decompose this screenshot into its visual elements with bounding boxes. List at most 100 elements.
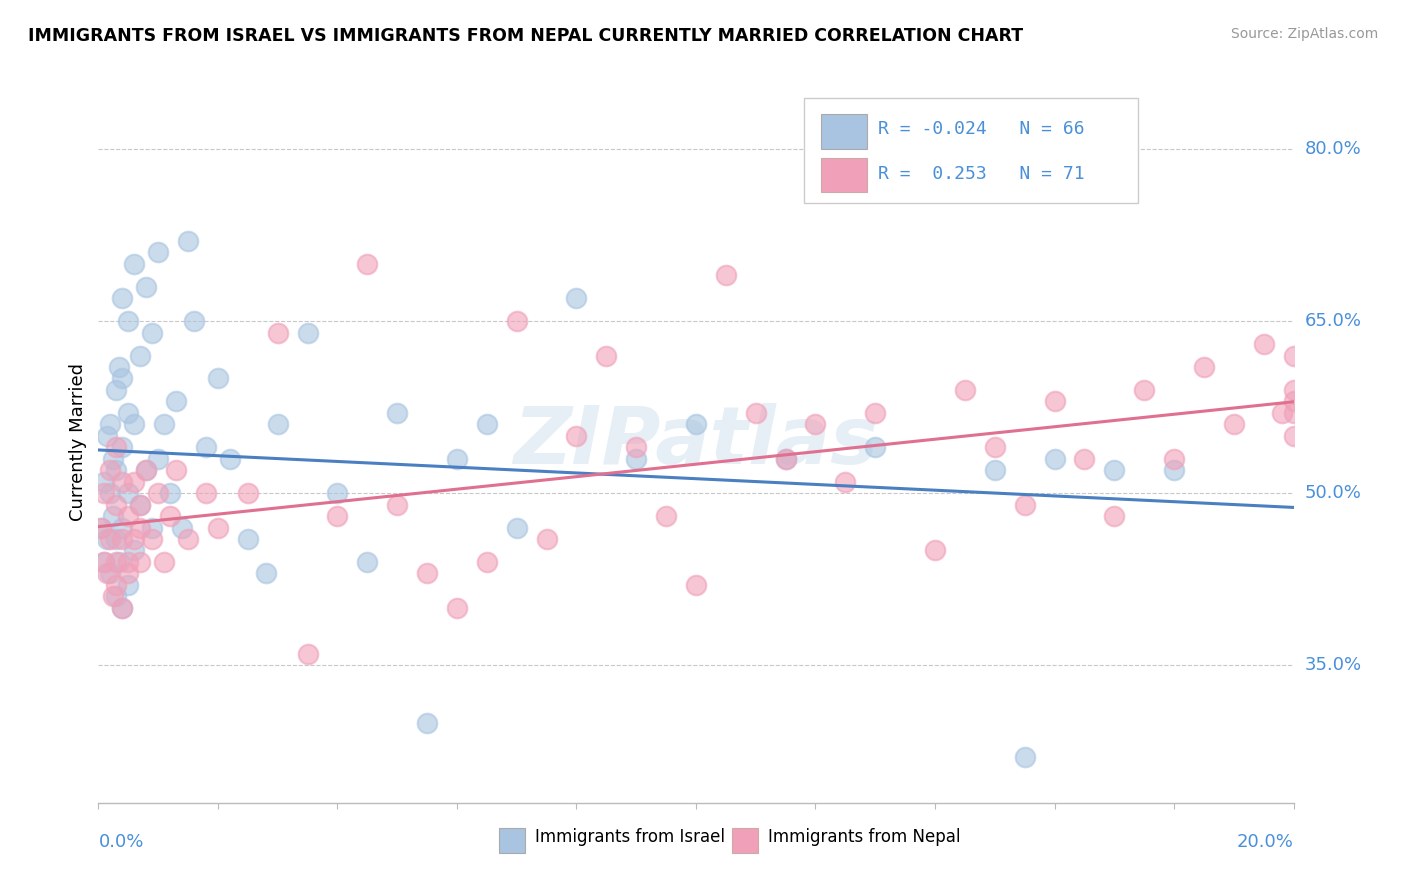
Point <box>775 451 797 466</box>
Bar <box>499 828 524 854</box>
Point <box>714 268 737 283</box>
Point <box>111 475 134 489</box>
Point <box>506 314 529 328</box>
Point <box>148 451 170 466</box>
Point <box>103 451 125 466</box>
Point <box>111 600 134 615</box>
Point <box>93 555 115 569</box>
Point <box>1073 451 1095 466</box>
Point <box>446 600 468 615</box>
Point <box>207 520 229 534</box>
Point <box>446 451 468 466</box>
Point <box>1043 451 1066 466</box>
Point <box>865 440 887 454</box>
Point <box>536 532 558 546</box>
Point <box>326 486 349 500</box>
Point <box>153 555 176 569</box>
Point <box>103 590 125 604</box>
Point <box>356 257 378 271</box>
Point <box>1282 429 1305 443</box>
Point <box>105 383 128 397</box>
Point <box>236 486 259 500</box>
Point <box>90 520 112 534</box>
Point <box>626 451 648 466</box>
Point <box>159 509 181 524</box>
Point <box>124 543 146 558</box>
Point <box>141 520 163 534</box>
Bar <box>821 114 868 149</box>
Point <box>108 555 131 569</box>
Point <box>105 463 128 477</box>
Point <box>129 520 152 534</box>
Point <box>135 463 157 477</box>
Text: Immigrants from Israel: Immigrants from Israel <box>534 829 724 847</box>
Point <box>267 326 290 340</box>
Text: 80.0%: 80.0% <box>1305 140 1361 158</box>
Point <box>685 417 707 432</box>
Point <box>105 590 128 604</box>
Point <box>117 509 139 524</box>
Point <box>1282 383 1305 397</box>
Point <box>111 520 134 534</box>
Point <box>1223 417 1246 432</box>
Point <box>141 326 163 340</box>
Point <box>745 406 768 420</box>
Point <box>254 566 277 581</box>
Point <box>219 451 242 466</box>
Point <box>108 359 131 374</box>
FancyBboxPatch shape <box>804 98 1139 203</box>
Point <box>865 406 887 420</box>
Point <box>111 600 134 615</box>
Point <box>655 509 678 524</box>
Point <box>1282 349 1305 363</box>
Point <box>177 532 200 546</box>
Point <box>105 532 128 546</box>
Point <box>385 498 409 512</box>
Point <box>804 417 827 432</box>
Point <box>506 520 529 534</box>
Text: Immigrants from Nepal: Immigrants from Nepal <box>768 829 960 847</box>
Point <box>416 566 439 581</box>
Point <box>105 440 128 454</box>
Point <box>96 429 118 443</box>
Point <box>105 555 128 569</box>
Point <box>98 566 122 581</box>
Point <box>117 555 139 569</box>
Point <box>924 543 946 558</box>
Point <box>267 417 290 432</box>
Point <box>1014 498 1036 512</box>
Point <box>111 371 134 385</box>
Point <box>416 715 439 730</box>
Point <box>105 578 128 592</box>
Point <box>93 475 115 489</box>
Point <box>1104 463 1126 477</box>
Point <box>1271 406 1294 420</box>
Point <box>834 475 856 489</box>
Text: R =  0.253   N = 71: R = 0.253 N = 71 <box>877 165 1084 183</box>
Point <box>207 371 229 385</box>
Point <box>93 555 115 569</box>
Point <box>297 647 319 661</box>
Point <box>117 314 139 328</box>
Text: 0.0%: 0.0% <box>98 833 143 851</box>
Point <box>141 532 163 546</box>
Bar <box>821 158 868 193</box>
Point <box>159 486 181 500</box>
Text: 50.0%: 50.0% <box>1305 484 1361 502</box>
Point <box>195 486 218 500</box>
Point <box>98 486 122 500</box>
Point <box>595 349 617 363</box>
Point <box>475 555 498 569</box>
Point <box>117 578 139 592</box>
Point <box>117 486 139 500</box>
Point <box>165 463 187 477</box>
Point <box>385 406 409 420</box>
Text: IMMIGRANTS FROM ISRAEL VS IMMIGRANTS FROM NEPAL CURRENTLY MARRIED CORRELATION CH: IMMIGRANTS FROM ISRAEL VS IMMIGRANTS FRO… <box>28 27 1024 45</box>
Point <box>1282 394 1305 409</box>
Point <box>953 383 976 397</box>
Text: R = -0.024   N = 66: R = -0.024 N = 66 <box>877 120 1084 138</box>
Point <box>129 498 152 512</box>
Point <box>356 555 378 569</box>
Point <box>124 532 146 546</box>
Point <box>1192 359 1215 374</box>
